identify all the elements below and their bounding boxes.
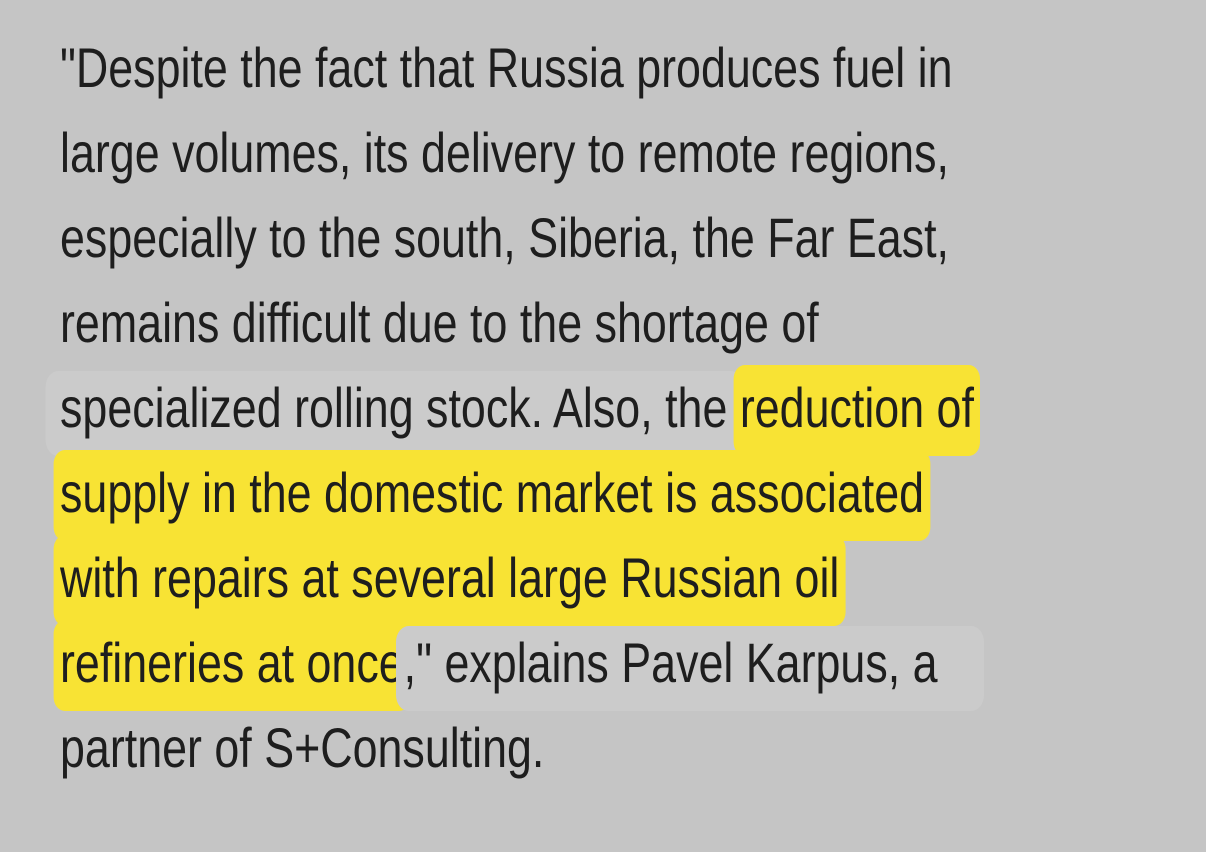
text-segment: especially to the south, Siberia, the Fa…	[60, 206, 949, 269]
highlighted-text-segment[interactable]: supply in the domestic market is associa…	[53, 450, 931, 541]
highlighted-text-segment[interactable]: with repairs at several large Russian oi…	[53, 535, 846, 626]
unhighlighted-lead-text: specialized rolling stock. Also, the	[45, 371, 744, 456]
highlighted-text-segment[interactable]: refineries at once	[53, 620, 411, 711]
highlighted-text-segment[interactable]: reduction of	[733, 365, 981, 456]
text-segment: partner of S+Consulting.	[60, 716, 545, 779]
text-line: specialized rolling stock. Also, the red…	[45, 365, 981, 456]
text-line: large volumes, its delivery to remote re…	[60, 110, 977, 195]
text-line: with repairs at several large Russian oi…	[53, 535, 977, 626]
text-line: refineries at once," explains Pavel Karp…	[53, 620, 984, 711]
text-line: "Despite the fact that Russia produces f…	[60, 25, 977, 110]
text-segment: remains difficult due to the shortage of	[60, 291, 819, 354]
unhighlighted-tail-text: ," explains Pavel Karpus, a	[395, 626, 984, 711]
text-line: supply in the domestic market is associa…	[53, 450, 977, 541]
text-segment: large volumes, its delivery to remote re…	[60, 121, 949, 184]
text-segment: "Despite the fact that Russia produces f…	[60, 36, 953, 99]
text-line: especially to the south, Siberia, the Fa…	[60, 195, 977, 280]
text-line: partner of S+Consulting.	[60, 705, 977, 790]
quote-paragraph: "Despite the fact that Russia produces f…	[45, 25, 1206, 790]
text-line: remains difficult due to the shortage of	[60, 280, 977, 365]
